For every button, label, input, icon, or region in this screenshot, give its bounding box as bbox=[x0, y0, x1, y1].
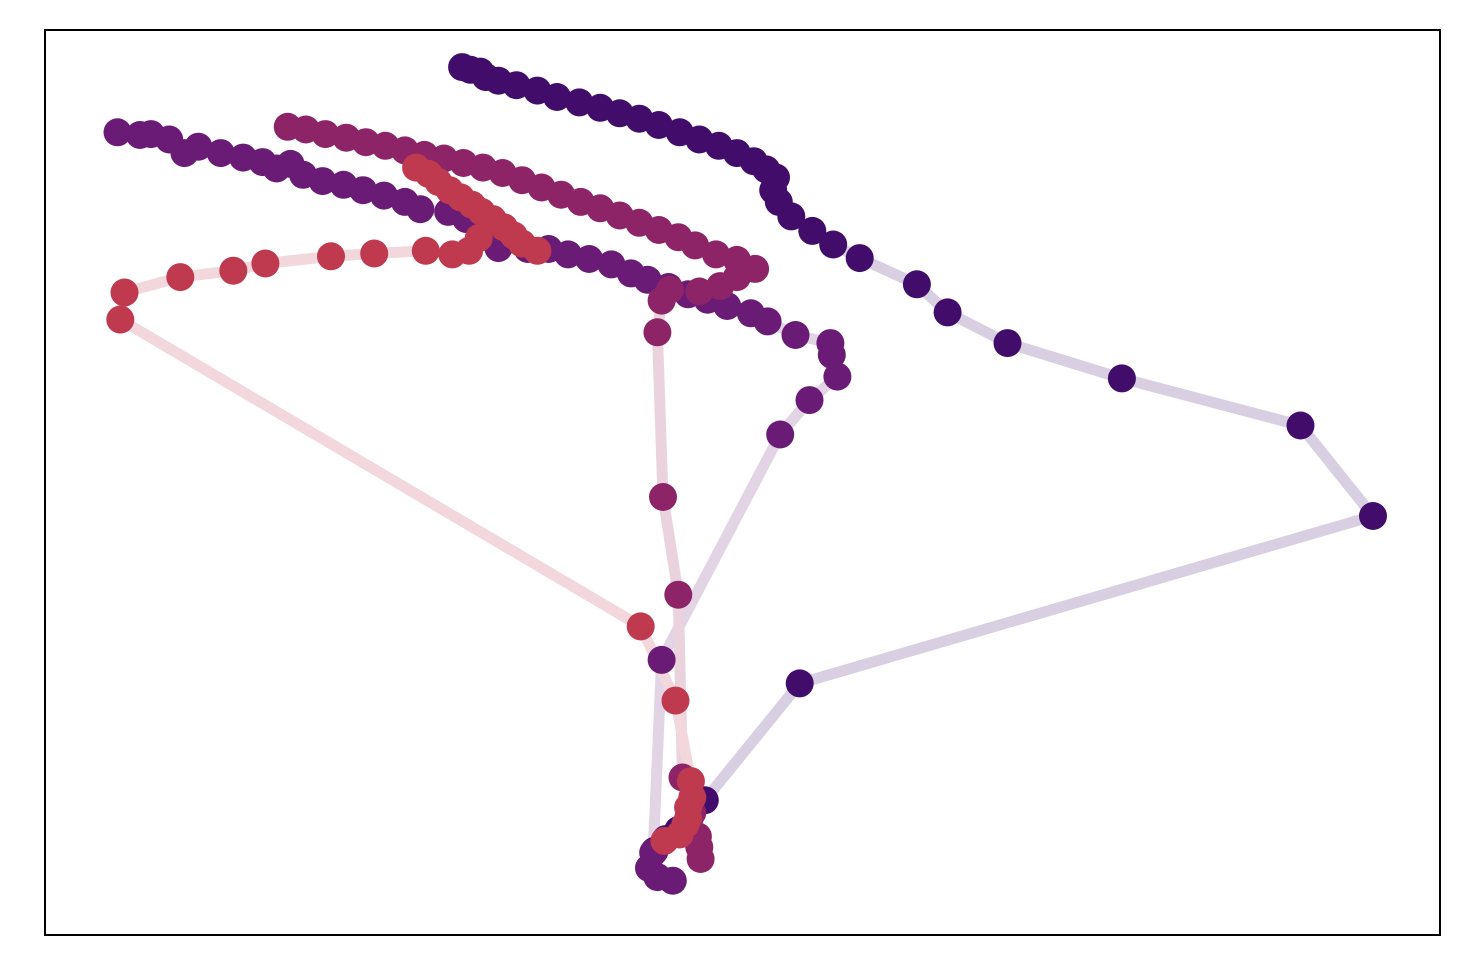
series-2-point-7 bbox=[206, 139, 235, 168]
series-2-point-25 bbox=[554, 240, 583, 269]
series-2-point-29 bbox=[633, 265, 662, 294]
series-1-point-31 bbox=[1286, 411, 1315, 440]
series-4-point-21 bbox=[166, 263, 195, 292]
series-2-point-18 bbox=[406, 195, 435, 224]
series-4-point-32 bbox=[650, 826, 679, 855]
series-3-point-22 bbox=[681, 231, 710, 260]
series-3-point-38 bbox=[686, 845, 715, 873]
series-1-point-24 bbox=[798, 216, 827, 245]
series-4-point-19 bbox=[251, 249, 280, 278]
series-1-point-8 bbox=[543, 83, 571, 111]
series-4-point-20 bbox=[219, 256, 248, 285]
series-4-point-24 bbox=[626, 612, 655, 641]
series-2-point-42 bbox=[647, 645, 676, 674]
series-points bbox=[103, 53, 1387, 895]
series-4-point-18 bbox=[317, 242, 345, 271]
series-4-point-22 bbox=[110, 278, 139, 307]
series-1-point-23 bbox=[777, 202, 806, 231]
series-1-point-29 bbox=[993, 329, 1022, 358]
series-3-point-33 bbox=[664, 580, 693, 609]
series-2-point-35 bbox=[753, 307, 782, 336]
series-2-point-36 bbox=[781, 321, 810, 349]
series-3-point-28 bbox=[685, 277, 714, 306]
series-2-point-6 bbox=[184, 132, 213, 161]
series-2-point-26 bbox=[575, 245, 604, 273]
series-2-point-39 bbox=[823, 362, 852, 391]
series-3-point-32 bbox=[649, 483, 677, 511]
series-1-point-28 bbox=[933, 298, 962, 327]
series-2-point-1 bbox=[103, 118, 132, 147]
series-4-point-23 bbox=[106, 305, 135, 334]
series-1-point-27 bbox=[902, 270, 931, 299]
series-1-point-33 bbox=[785, 669, 814, 698]
series-1-point-26 bbox=[845, 244, 874, 273]
series-4-point-12 bbox=[523, 236, 552, 265]
plot-frame bbox=[44, 29, 1441, 936]
series-3-point-31 bbox=[643, 318, 672, 347]
series-2-point-40 bbox=[795, 386, 824, 415]
series-2-point-46 bbox=[658, 866, 687, 895]
series-4-point-16 bbox=[411, 236, 440, 265]
series-4-point-17 bbox=[360, 239, 389, 268]
series-4-point-25 bbox=[661, 686, 690, 715]
series-3-point-3 bbox=[311, 120, 340, 149]
series-2-point-38 bbox=[817, 340, 846, 369]
series-1-point-32 bbox=[1359, 502, 1387, 530]
series-4-point-15 bbox=[438, 240, 467, 269]
series-1-point-30 bbox=[1107, 364, 1136, 393]
series-2-point-41 bbox=[766, 420, 795, 449]
series-3-point-30 bbox=[647, 286, 676, 315]
series-1-point-25 bbox=[819, 230, 848, 259]
series-2-point-13 bbox=[308, 167, 337, 196]
